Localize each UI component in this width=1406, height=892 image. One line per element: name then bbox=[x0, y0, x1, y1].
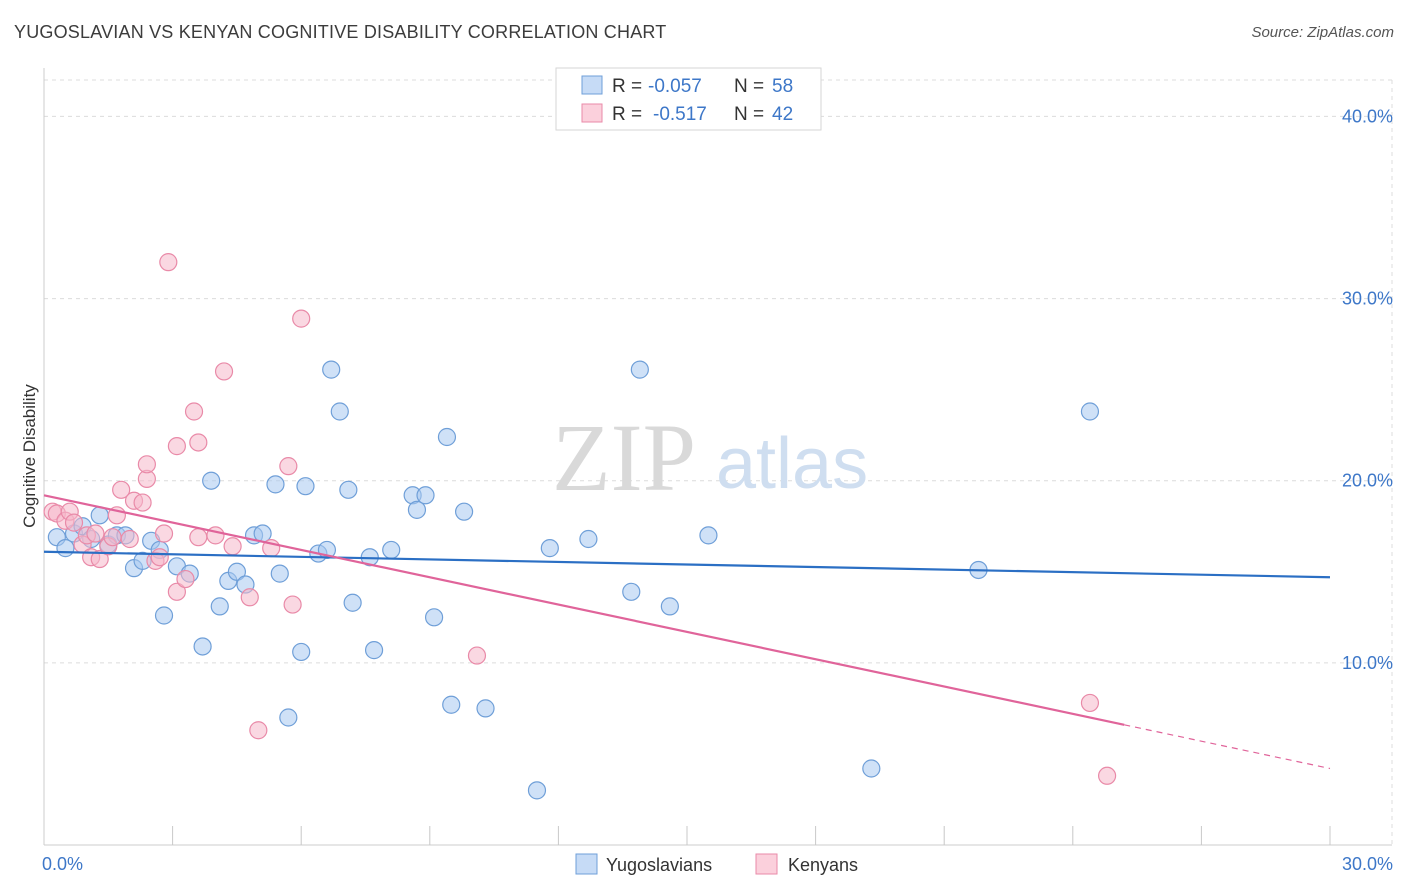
kenyan-point bbox=[214, 362, 234, 381]
watermark-zip: ZIP bbox=[552, 404, 696, 511]
bottom-legend-label-yugoslavians: Yugoslavians bbox=[606, 855, 712, 875]
kenyan-point bbox=[189, 433, 208, 452]
bottom-legend-label-kenyans: Kenyans bbox=[788, 855, 858, 875]
kenyan-point bbox=[86, 524, 105, 543]
yugoslavian-point bbox=[296, 477, 315, 496]
kenyan-point bbox=[279, 457, 298, 476]
kenyan-point bbox=[120, 529, 139, 549]
yugoslavian-point bbox=[454, 502, 474, 521]
yugoslavian-point bbox=[540, 539, 559, 558]
kenyan-point bbox=[283, 595, 302, 614]
legend-n-value-1: 58 bbox=[772, 76, 793, 97]
yugoslavian-point bbox=[660, 597, 679, 616]
kenyan-point bbox=[292, 309, 311, 328]
kenyan-point bbox=[137, 455, 156, 474]
kenyan-point bbox=[159, 253, 178, 272]
yugoslavian-point bbox=[579, 529, 598, 549]
kenyans-trend-line bbox=[43, 494, 1125, 726]
yugoslavian-point bbox=[330, 402, 349, 421]
legend-n-label-2: N = bbox=[734, 104, 764, 125]
kenyan-point bbox=[112, 480, 131, 499]
yugoslavian-point bbox=[193, 637, 212, 656]
yugoslavian-point bbox=[210, 597, 229, 616]
y-tick-label: 30.0% bbox=[1342, 289, 1393, 309]
yugoslavian-point bbox=[424, 608, 444, 627]
bottom-legend-swatch-kenyans bbox=[755, 853, 778, 875]
legend-swatch-kenyans bbox=[581, 103, 603, 123]
legend-r-label-1: R = bbox=[612, 76, 642, 97]
yugoslavian-point bbox=[227, 562, 246, 581]
legend-n-label-1: N = bbox=[734, 76, 764, 97]
yugoslavians-trend-line bbox=[43, 550, 1331, 579]
yugoslavian-point bbox=[266, 475, 285, 494]
watermark-atlas: atlas bbox=[716, 424, 868, 504]
yugoslavian-point bbox=[476, 699, 495, 718]
yugoslavian-point bbox=[416, 486, 435, 505]
yugoslavian-point bbox=[862, 759, 881, 778]
yugoslavian-point bbox=[322, 360, 341, 379]
kenyan-point bbox=[189, 528, 208, 547]
kenyan-point bbox=[150, 548, 169, 567]
kenyan-point bbox=[133, 493, 152, 512]
chart-title: YUGOSLAVIAN VS KENYAN COGNITIVE DISABILI… bbox=[14, 22, 667, 42]
kenyan-point bbox=[167, 582, 186, 601]
y-tick-label: 10.0% bbox=[1342, 653, 1393, 673]
kenyan-point bbox=[90, 549, 109, 569]
kenyan-point bbox=[467, 646, 487, 665]
legend-r-label-2: R = bbox=[612, 104, 642, 125]
yugoslavian-point bbox=[407, 500, 427, 519]
kenyan-point bbox=[184, 402, 204, 421]
kenyan-point bbox=[223, 537, 242, 556]
yugoslavian-point bbox=[1080, 402, 1100, 421]
kenyan-point bbox=[1097, 766, 1117, 785]
kenyan-point bbox=[103, 528, 122, 547]
kenyan-point bbox=[154, 524, 174, 543]
trend-layer bbox=[43, 494, 1331, 770]
legend-n-value-2: 42 bbox=[772, 104, 793, 125]
kenyan-point bbox=[240, 588, 259, 607]
bottom-legend: Yugoslavians Kenyans bbox=[575, 853, 858, 875]
legend-swatch-yugoslavians bbox=[581, 75, 603, 95]
yugoslavian-point bbox=[339, 480, 358, 499]
x-tick-label-min: 0.0% bbox=[42, 854, 83, 874]
yugoslavian-point bbox=[527, 781, 547, 800]
y-tick-label: 40.0% bbox=[1342, 106, 1393, 126]
kenyan-point bbox=[64, 513, 84, 532]
yugoslavian-point bbox=[699, 526, 718, 545]
y-axis-label: Cognitive Disability bbox=[20, 384, 39, 528]
bottom-legend-swatch-yugoslavians bbox=[575, 853, 598, 875]
kenyan-point bbox=[176, 569, 195, 589]
kenyan-point bbox=[167, 437, 186, 456]
yugoslavian-point bbox=[442, 695, 461, 714]
yugoslavian-point bbox=[279, 708, 298, 727]
yugoslavian-point bbox=[622, 582, 641, 601]
x-tick-label-max: 30.0% bbox=[1342, 854, 1393, 874]
yugoslavian-point bbox=[202, 471, 221, 490]
points-layer bbox=[43, 253, 1117, 800]
yugoslavian-point bbox=[292, 642, 311, 662]
kenyan-point bbox=[1080, 693, 1100, 713]
yugoslavian-point bbox=[630, 360, 649, 379]
yugoslavian-point bbox=[437, 427, 457, 447]
yugoslavian-point bbox=[343, 593, 362, 612]
yugoslavian-point bbox=[382, 540, 401, 560]
axes-layer bbox=[43, 68, 1392, 846]
yugoslavian-point bbox=[364, 641, 384, 660]
legend-box: R = -0.057 N = 58 R = -0.517 N = 42 bbox=[555, 67, 822, 131]
kenyan-point bbox=[249, 721, 268, 740]
yugoslavian-point bbox=[270, 564, 289, 583]
legend-r-value-2: -0.517 bbox=[653, 104, 707, 125]
legend-r-value-1: -0.057 bbox=[648, 76, 702, 97]
yugoslavian-point bbox=[154, 606, 174, 625]
source-label: Source: ZipAtlas.com bbox=[1251, 24, 1394, 41]
kenyans-trend-extension bbox=[1124, 724, 1331, 770]
y-tick-label: 20.0% bbox=[1342, 471, 1393, 491]
